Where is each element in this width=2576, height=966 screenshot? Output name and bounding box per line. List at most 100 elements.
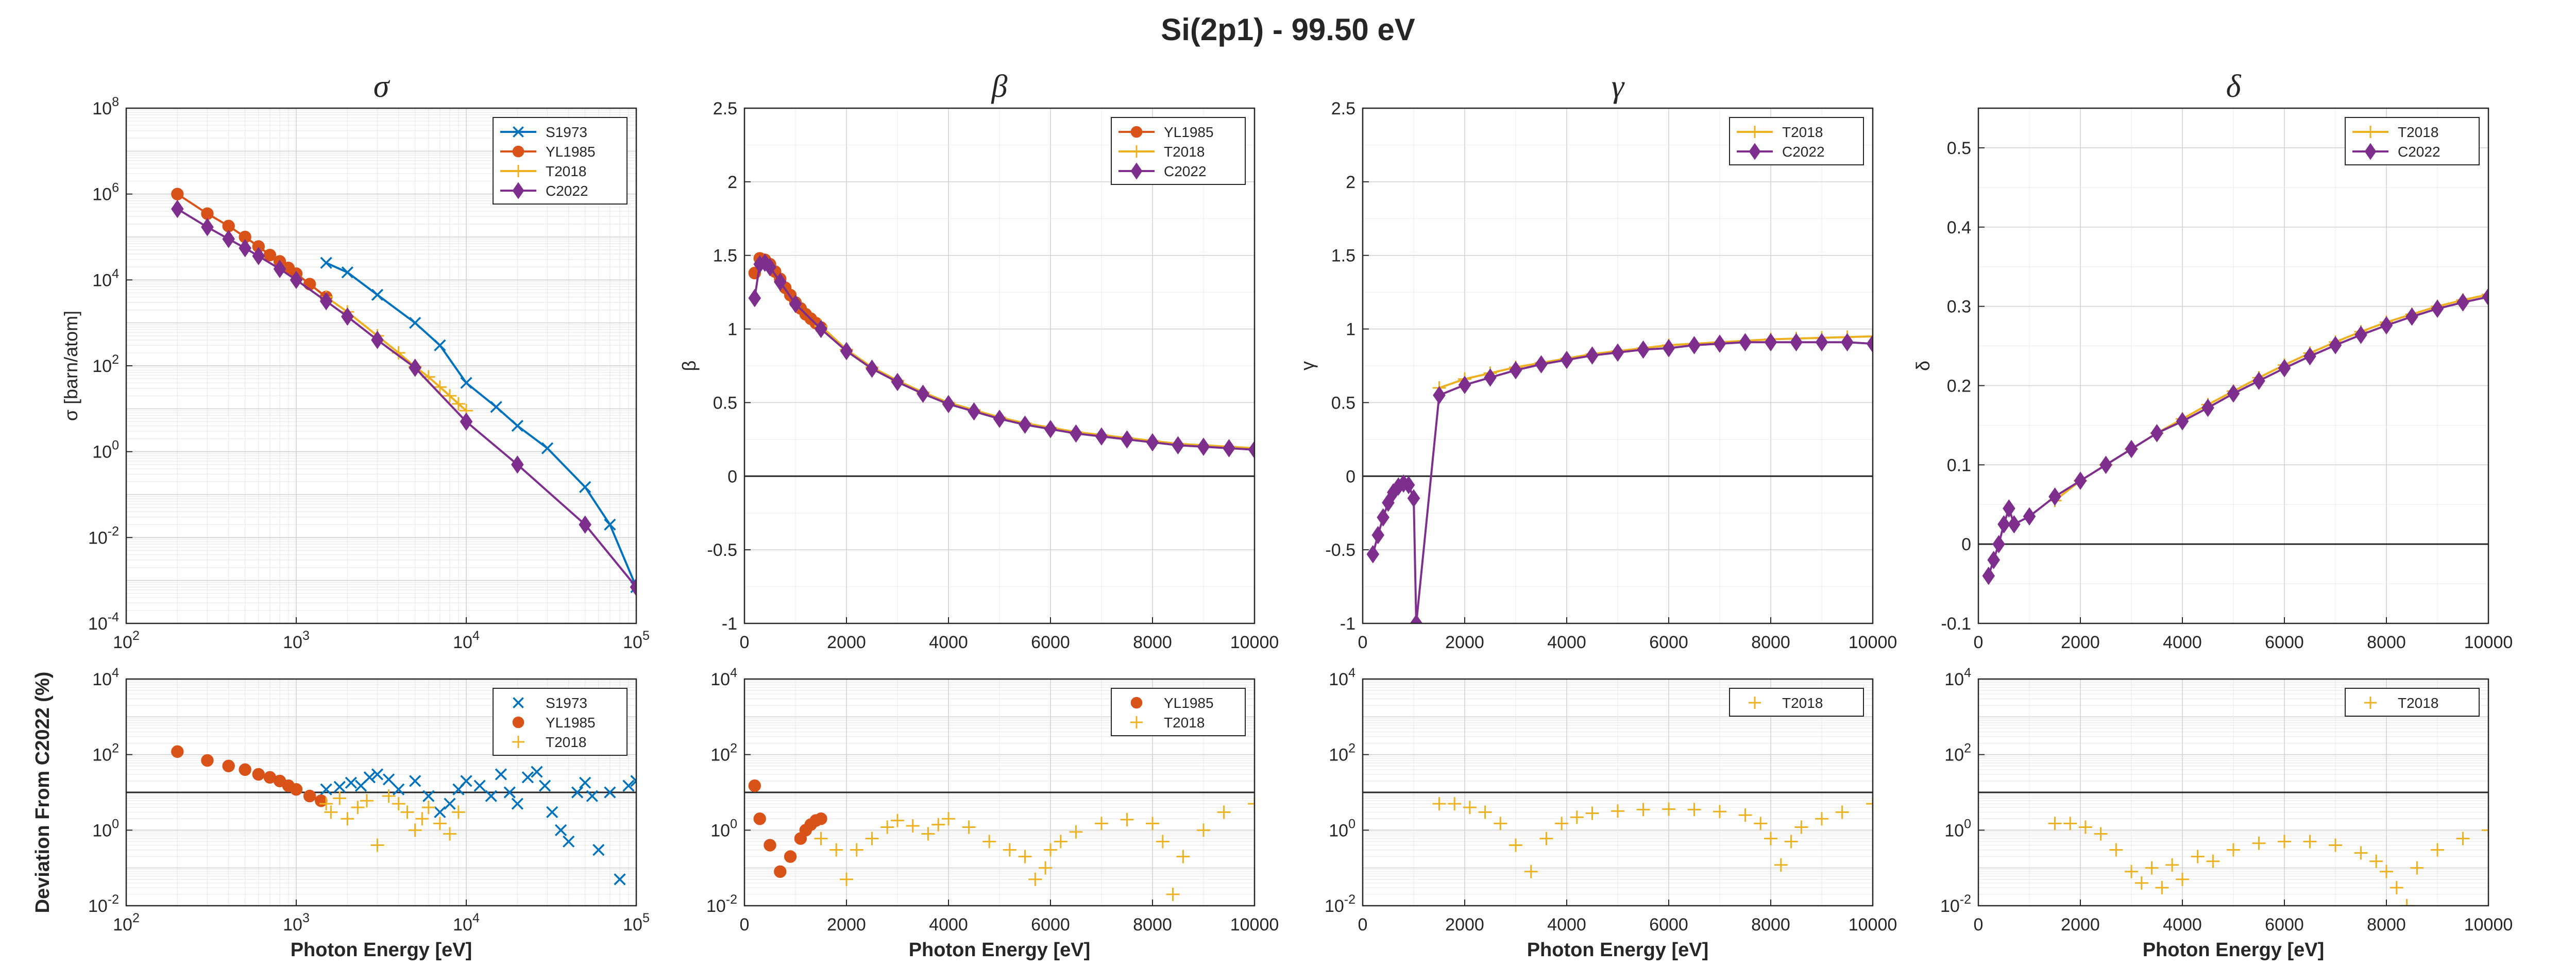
- point-S1973: [531, 766, 543, 778]
- x-tick-label: 103: [283, 629, 310, 652]
- point-S1973: [579, 776, 591, 789]
- legend-label: C2022: [2398, 144, 2441, 160]
- series-layer: [171, 745, 636, 886]
- point-C2022: [1044, 420, 1057, 438]
- point-S1973: [490, 401, 502, 413]
- point-S1973: [614, 873, 626, 886]
- point-T2018: [2048, 817, 2062, 831]
- legend: T2018 C2022: [2345, 117, 2480, 165]
- point-C2022: [1377, 508, 1389, 527]
- point-S1973: [371, 768, 384, 781]
- point-S1973: [511, 798, 523, 810]
- point-C2022: [1172, 436, 1184, 455]
- y-tick-label: 2: [1346, 173, 1355, 192]
- point-YL1985: [201, 207, 214, 220]
- point-S1973: [521, 771, 534, 784]
- x-tick-label: 4000: [929, 633, 968, 652]
- point-C2022: [2405, 307, 2418, 326]
- point-YL1985: [315, 794, 328, 807]
- point-YL1985: [774, 865, 787, 878]
- point-S1973: [622, 779, 635, 792]
- legend-label: S1973: [546, 695, 587, 711]
- point-S1973: [409, 775, 421, 787]
- y-tick-label: 10-2: [88, 892, 119, 916]
- point-T2018: [2456, 832, 2470, 845]
- point-C2022: [2482, 287, 2488, 306]
- point-T2018: [451, 397, 465, 411]
- point-S1973: [434, 339, 446, 351]
- point-T2018: [865, 832, 879, 845]
- legend-label: T2018: [1164, 144, 1205, 160]
- x-tick-label: 6000: [1031, 633, 1070, 652]
- y-tick-label: 0: [1961, 535, 1971, 554]
- panel-title: δ: [2226, 69, 2242, 104]
- point-C2022: [1197, 437, 1210, 456]
- point-C2022: [2023, 507, 2036, 526]
- point-S1973: [382, 773, 395, 786]
- point-C2022: [1637, 340, 1650, 359]
- point-T2018: [880, 820, 894, 834]
- legend-marker: [512, 716, 524, 728]
- point-C2022: [1841, 333, 1854, 352]
- y-tick-label: 108: [92, 95, 119, 118]
- y-tick-label: 2.5: [1331, 99, 1355, 118]
- point-T2018: [2354, 846, 2368, 860]
- x-tick-label: 8000: [1751, 915, 1790, 935]
- point-C2022: [511, 455, 524, 474]
- legend: S1973 YL1985 T2018: [493, 688, 628, 756]
- point-T2018: [1784, 835, 1798, 849]
- point-C2022: [1982, 566, 1995, 585]
- point-T2018: [433, 380, 447, 394]
- point-S1973: [393, 783, 405, 795]
- point-T2018: [1018, 850, 1032, 863]
- point-S1973: [554, 824, 567, 836]
- point-T2018: [1095, 817, 1108, 831]
- point-C2022: [1987, 551, 2001, 569]
- point-T2018: [2278, 835, 2291, 849]
- panel-delta: 0 2000 4000 6000 8000 10000-0.100.10.20.30.40…: [1912, 69, 2513, 652]
- x-tick-label: 2000: [1445, 915, 1484, 935]
- point-T2018: [1166, 887, 1180, 901]
- y-axis-label: Deviation From C2022 (%): [32, 672, 54, 913]
- point-YL1985: [815, 812, 827, 825]
- point-T2018: [2191, 850, 2205, 863]
- point-T2018: [1774, 858, 1788, 872]
- panel-beta: 0 2000 4000 6000 8000 10000 -1 -0.5 0 0.5 1 1.5 2 2.5…: [679, 69, 1279, 652]
- point-YL1985: [784, 850, 797, 863]
- legend-marker: [1130, 716, 1143, 728]
- point-T2018: [1754, 817, 1768, 831]
- panel-dev-sigma: 102 103 104 105 10-2 100 102 104 Photon Energy […: [32, 666, 650, 961]
- point-C2022: [2201, 398, 2214, 417]
- point-S1973: [630, 775, 636, 787]
- x-axis-label: Photon Energy [eV]: [2143, 939, 2325, 961]
- legend-label: YL1985: [546, 715, 596, 731]
- x-tick-label: 103: [283, 911, 310, 935]
- point-T2018: [1069, 825, 1083, 839]
- point-C2022: [968, 402, 980, 421]
- y-tick-label: 10-4: [88, 610, 119, 634]
- panel-gamma: 0 2000 4000 6000 8000 10000 -1 -0.5 0 0.5 1 1.5 2 2.5…: [1297, 69, 1897, 652]
- point-T2018: [2303, 835, 2317, 849]
- point-C2022: [2150, 423, 2163, 443]
- legend: T2018 C2022: [1729, 117, 1864, 165]
- point-C2022: [2278, 359, 2291, 378]
- legend-label: T2018: [1164, 715, 1205, 731]
- legend-marker: [1130, 162, 1143, 180]
- point-T2018: [829, 843, 843, 857]
- point-C2022: [371, 331, 384, 349]
- point-C2022: [1407, 489, 1420, 507]
- series-YL1985: [171, 745, 328, 807]
- point-T2018: [1539, 832, 1553, 845]
- panel-sigma: 102 103 104 105 10-4 10-2 100 102 104 106 108 σ σ [b…: [60, 69, 650, 652]
- point-S1973: [320, 783, 332, 795]
- tick-labels: 0 2000 4000 6000 8000 10000 10-2 100 102 104: [1940, 666, 2513, 935]
- point-T2018: [1448, 797, 1462, 811]
- point-C2022: [2125, 439, 2138, 459]
- point-S1973: [511, 419, 523, 432]
- y-tick-label: 0.5: [1331, 393, 1355, 413]
- x-tick-label: 0: [740, 915, 750, 935]
- point-T2018: [1054, 835, 1067, 849]
- point-T2018: [433, 817, 447, 831]
- point-C2022: [1402, 476, 1415, 495]
- point-T2018: [1866, 329, 1873, 343]
